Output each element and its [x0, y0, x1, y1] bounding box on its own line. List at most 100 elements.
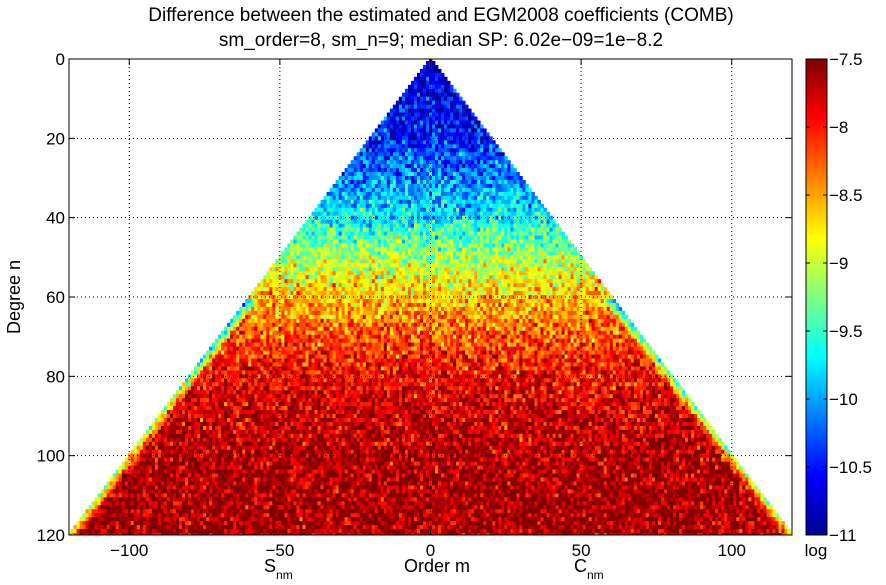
heatmap-cell [398, 191, 403, 197]
heatmap-cell [389, 191, 394, 197]
heatmap-cell [435, 239, 439, 244]
heatmap-cell [347, 322, 352, 328]
heatmap-cell [368, 183, 373, 189]
heatmap-cell [504, 180, 508, 185]
heatmap-cell [465, 136, 469, 141]
heatmap-cell [522, 275, 526, 280]
heatmap-cell [453, 96, 457, 102]
heatmap-cell [543, 330, 547, 336]
heatmap-cell [359, 183, 364, 189]
heatmap-cell [522, 299, 526, 304]
heatmap-cell [432, 334, 436, 340]
heatmap-cell [347, 299, 352, 304]
heatmap-cell [570, 283, 574, 288]
heatmap-cell [474, 259, 478, 264]
heatmap-cell [540, 299, 544, 304]
heatmap-cell [501, 302, 505, 308]
heatmap-cell [371, 156, 376, 161]
heatmap-cell [522, 322, 526, 328]
heatmap-cell [323, 239, 327, 244]
heatmap-cell [341, 176, 346, 181]
heatmap-cell [251, 322, 255, 328]
heatmap-cell [501, 255, 505, 260]
heatmap-cell [474, 255, 478, 260]
heatmap-cell [413, 176, 418, 181]
heatmap-cell [401, 207, 406, 213]
heatmap-cell [435, 160, 439, 165]
heatmap-cell [401, 255, 406, 260]
heatmap-cell [456, 164, 460, 169]
heatmap-cell [395, 251, 400, 256]
heatmap-cell [483, 326, 487, 332]
heatmap-cell [444, 187, 448, 193]
heatmap-cell [564, 295, 568, 300]
heatmap-cell [618, 326, 623, 332]
heatmap-cell [341, 207, 346, 213]
heatmap-cell [537, 215, 541, 221]
heatmap-cell [546, 239, 550, 244]
heatmap-cell [419, 84, 424, 90]
heatmap-cell [480, 279, 484, 284]
heatmap-cell [435, 120, 439, 125]
heatmap-cell [398, 271, 403, 276]
heatmap-cell [579, 314, 584, 320]
heatmap-cell [513, 223, 517, 228]
heatmap-cell [254, 295, 258, 300]
heatmap-cell [386, 191, 391, 197]
heatmap-cell [287, 247, 291, 252]
heatmap-cell [239, 334, 243, 340]
heatmap-cell [453, 314, 457, 320]
heatmap-cell [374, 203, 379, 209]
heatmap-cell [392, 160, 397, 165]
heatmap-cell [410, 136, 415, 141]
heatmap-cell [453, 120, 457, 125]
heatmap-cell [582, 279, 587, 284]
heatmap-cell [588, 302, 593, 308]
heatmap-cell [447, 215, 451, 221]
heatmap-cell [453, 199, 457, 205]
heatmap-cell [432, 279, 436, 284]
heatmap-cell [447, 132, 451, 137]
heatmap-cell [537, 310, 541, 316]
heatmap-cell [305, 287, 309, 292]
heatmap-cell [278, 302, 282, 308]
heatmap-cell [362, 334, 367, 340]
heatmap-cell [507, 191, 511, 197]
heatmap-cell [444, 334, 448, 340]
heatmap-cell [465, 104, 469, 109]
heatmap-cell [495, 239, 499, 244]
heatmap-cell [413, 271, 418, 276]
heatmap-cell [450, 243, 454, 248]
heatmap-cell [386, 235, 391, 240]
heatmap-cell [350, 283, 355, 288]
heatmap-cell [320, 215, 324, 221]
heatmap-cell [543, 231, 547, 236]
heatmap-cell [326, 263, 330, 268]
heatmap-cell [561, 295, 565, 300]
heatmap-cell [350, 299, 355, 304]
heatmap-cell [377, 191, 382, 197]
heatmap-cell [383, 183, 388, 189]
heatmap-cell [392, 231, 397, 236]
heatmap-cell [404, 152, 409, 157]
heatmap-cell [380, 299, 385, 304]
heatmap-cell [383, 211, 388, 217]
heatmap-cell [422, 306, 427, 312]
heatmap-cell [287, 275, 291, 280]
heatmap-cell [498, 227, 502, 232]
heatmap-cell [504, 231, 508, 236]
heatmap-cell [618, 314, 623, 320]
heatmap-cell [483, 275, 487, 280]
heatmap-cell [371, 211, 376, 217]
heatmap-cell [537, 239, 541, 244]
heatmap-cell [531, 275, 535, 280]
heatmap-cell [329, 271, 333, 276]
heatmap-cell [422, 152, 427, 157]
heatmap-cell [486, 295, 490, 300]
heatmap-cell [374, 160, 379, 165]
heatmap-cell [362, 291, 367, 296]
heatmap-cell [501, 330, 505, 336]
heatmap-cell [552, 314, 556, 320]
heatmap-cell [600, 314, 605, 320]
heatmap-cell [516, 259, 520, 264]
